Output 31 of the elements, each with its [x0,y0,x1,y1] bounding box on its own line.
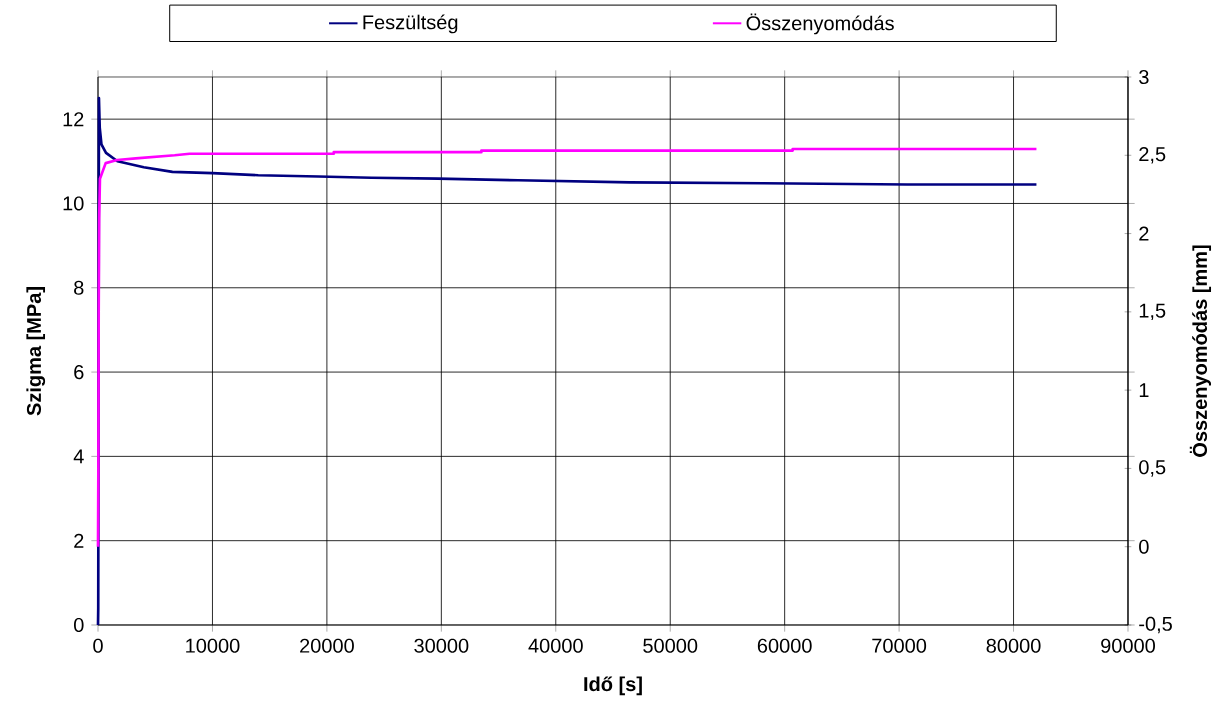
y2-tick-label: -0,5 [1139,616,1172,634]
y2-tick-label: 2 [1139,226,1149,241]
y-tick-label: 8 [74,280,84,295]
x-tick-label: 90000 [1101,638,1156,653]
line-series [96,147,1038,549]
x-tick-label: 30000 [414,638,469,653]
y2-tick-label: 1,5 [1139,303,1166,321]
y2-tick-label: 1 [1139,383,1149,398]
x-axis-title: Idő [s] [584,676,642,696]
y2-axis-title: Összenyomódás [mm] [1189,245,1212,457]
y-tick-label: 10 [63,196,84,211]
y-axis-title: Szigma [MPa] [26,287,46,416]
y-tick-label: 4 [73,449,84,464]
legend-label: Összenyomódás [746,13,894,35]
y-tick-label: 0 [74,617,84,633]
y2-tick-label: 3 [1139,69,1149,85]
x-tick-label: 10000 [186,638,240,653]
y2-tick-label: 2,5 [1139,147,1166,164]
x-tick-label: 80000 [986,638,1041,653]
x-tick-label: 50000 [643,638,698,653]
x-tick-label: 20000 [300,638,354,653]
y-tick-label: 12 [63,112,84,127]
x-tick-label: 0 [93,638,103,653]
x-tick-label: 70000 [872,638,927,653]
legend-label: Feszültség [363,14,458,34]
y2-tick-label: 0 [1139,539,1149,554]
x-tick-label: 60000 [757,638,812,653]
y-tick-label: 6 [74,365,84,380]
y2-tick-label: 0,5 [1139,460,1166,477]
y-tick-label: 2 [74,533,84,548]
x-tick-label: 40000 [528,638,583,653]
